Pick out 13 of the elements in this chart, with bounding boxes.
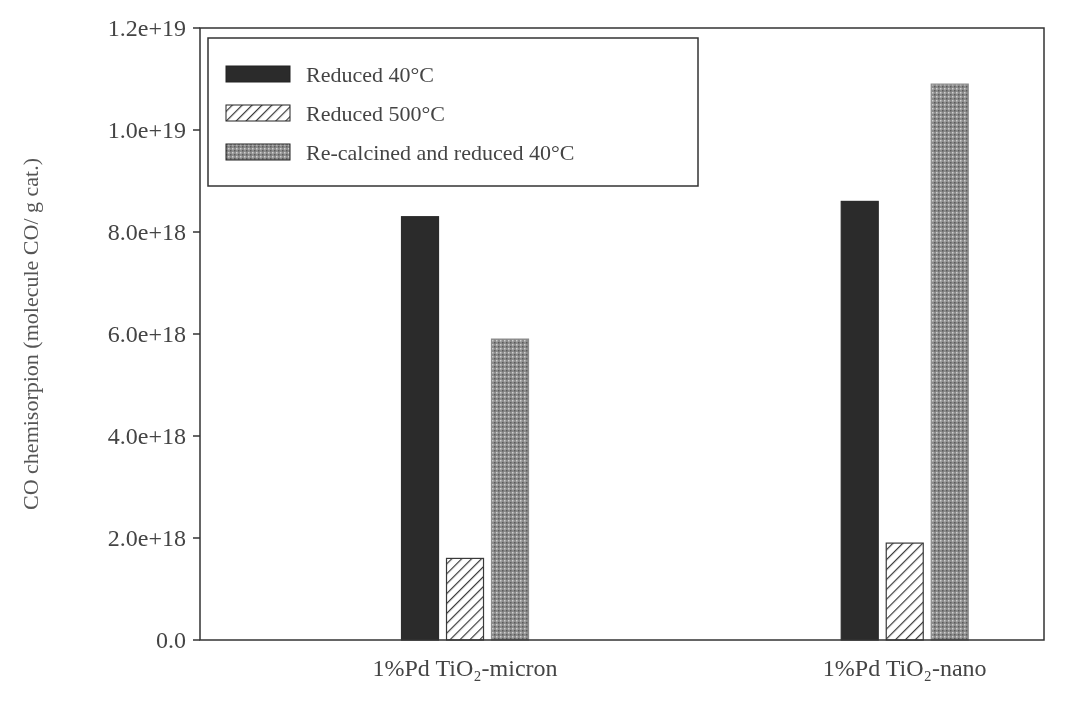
- legend-label: Reduced 40°C: [306, 61, 434, 87]
- y-tick-label: 0.0: [156, 627, 186, 654]
- y-tick-label: 1.0e+19: [107, 117, 186, 144]
- legend-label: Reduced 500°C: [306, 100, 445, 126]
- y-tick-label: 2.0e+18: [107, 525, 186, 552]
- y-tick-label: 8.0e+18: [107, 219, 186, 246]
- y-tick-label: 4.0e+18: [107, 423, 186, 450]
- x-tick-label: 1%Pd TiO₂-micron: [372, 655, 558, 681]
- legend-label: Re-calcined and reduced 40°C: [306, 139, 575, 165]
- y-tick-label: 6.0e+18: [107, 321, 186, 348]
- y-tick-label: 1.2e+19: [107, 15, 186, 42]
- x-tick-label: 1%Pd TiO₂-nano: [822, 655, 987, 681]
- y-axis-title: CO chemisorpion (molecule CO/ g cat.): [18, 158, 43, 510]
